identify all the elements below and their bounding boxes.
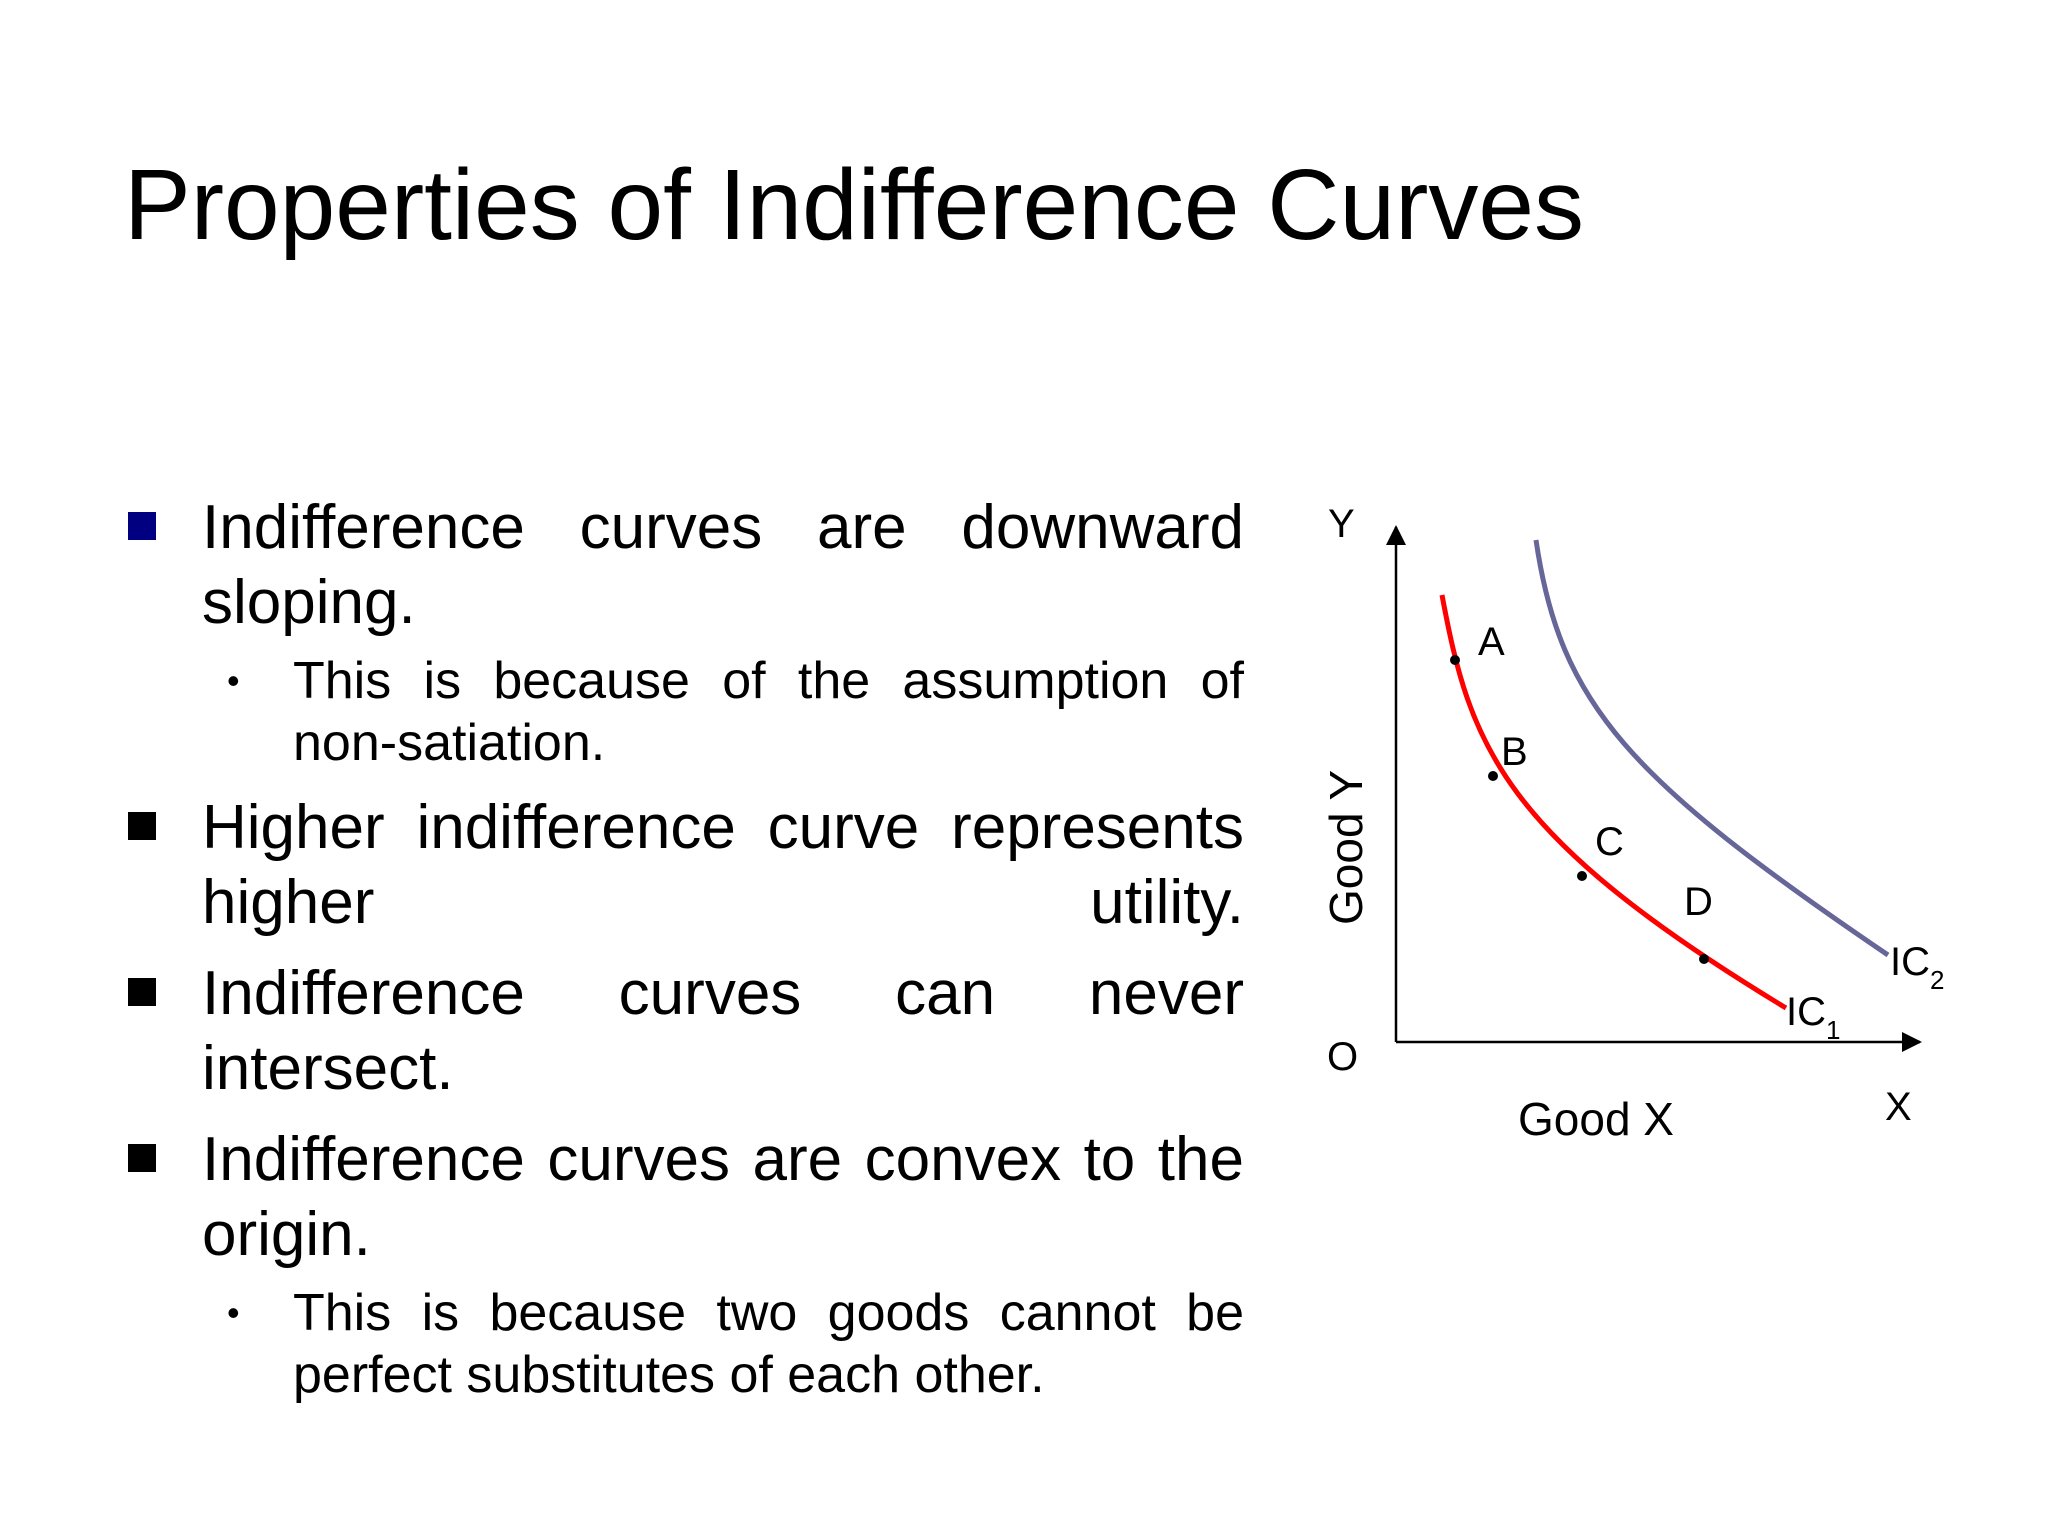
ic1-label-sub: 1 (1826, 1015, 1840, 1045)
square-bullet-icon (128, 812, 156, 840)
point-a-marker (1450, 655, 1460, 665)
ic2-label-sub: 2 (1930, 965, 1944, 995)
ic2-label: IC2 (1890, 940, 1944, 995)
y-axis-end-label: Y (1328, 502, 1355, 546)
point-d-marker (1699, 954, 1709, 964)
x-axis-end-label: X (1885, 1085, 1912, 1129)
indifference-curve-chart: A B C D Y O X Good X Good Y IC2 IC1 (1320, 502, 1944, 1145)
dot-bullet-icon: • (227, 660, 240, 701)
sub-bullet-point: • This is because of the assumption of n… (227, 650, 1244, 774)
y-axis-title: Good Y (1320, 770, 1372, 925)
bullet-text: Higher indifference curve represents hig… (202, 793, 1244, 937)
point-d-label: D (1684, 880, 1713, 924)
square-bullet-icon (128, 978, 156, 1006)
point-c-label: C (1595, 820, 1624, 864)
bullet-point: Indifference curves are convex to the or… (124, 1122, 1244, 1272)
origin-label: O (1327, 1035, 1358, 1079)
sub-bullet-text: This is because of the assumption of non… (293, 652, 1244, 772)
sub-bullet-point: • This is because two goods cannot be pe… (227, 1282, 1244, 1406)
ic1-label: IC1 (1786, 990, 1840, 1045)
bullet-point: Indifference curves can never intersect. (124, 956, 1244, 1106)
slide-title: Properties of Indifference Curves (124, 149, 1585, 261)
square-bullet-icon (128, 1144, 156, 1172)
bullet-text: Indifference curves are convex to the or… (202, 1125, 1244, 1269)
point-a-label: A (1478, 620, 1505, 664)
ic1-label-main: IC (1786, 990, 1826, 1034)
x-axis-title: Good X (1518, 1093, 1674, 1145)
bullet-text: Indifference curves are downward sloping… (202, 493, 1244, 637)
ic1-curve (1439, 594, 1788, 1011)
bullet-text: Indifference curves can never intersect. (202, 959, 1244, 1103)
bullet-point: Indifference curves are downward sloping… (124, 490, 1244, 640)
square-bullet-icon (128, 512, 156, 540)
bullet-point: Higher indifference curve represents hig… (124, 790, 1244, 940)
dot-bullet-icon: • (227, 1292, 240, 1333)
point-b-label: B (1501, 730, 1528, 774)
ic2-curve (1533, 539, 1890, 958)
point-c-marker (1577, 871, 1587, 881)
sub-bullet-text: This is because two goods cannot be perf… (293, 1284, 1244, 1404)
point-b-marker (1488, 771, 1498, 781)
bullet-list: Indifference curves are downward sloping… (124, 490, 1244, 1406)
ic2-label-main: IC (1890, 940, 1930, 984)
